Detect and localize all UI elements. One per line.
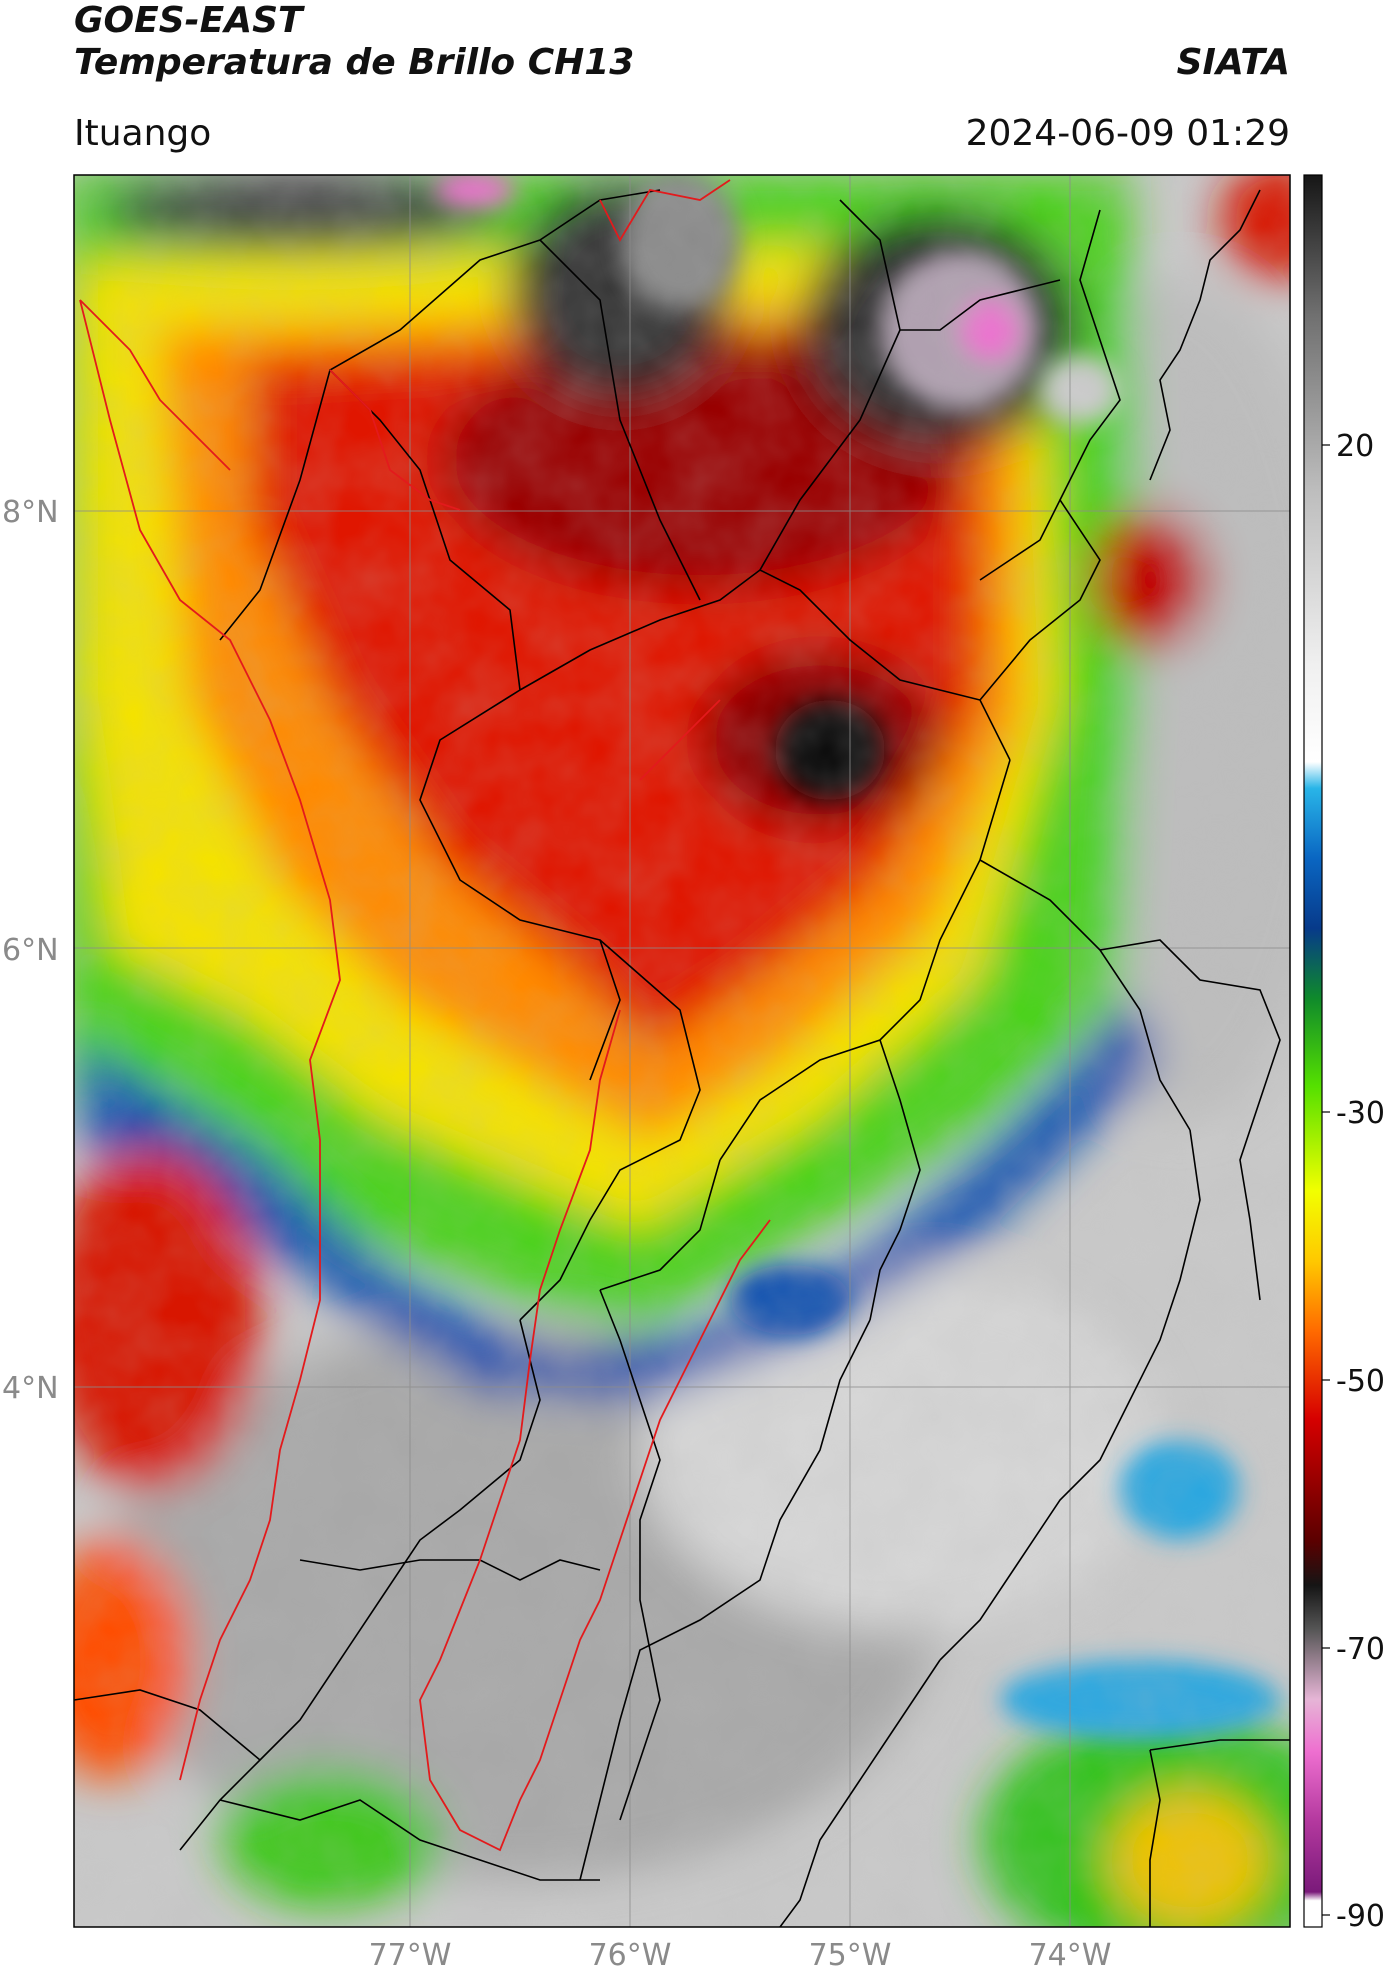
colorbar-ramp	[1303, 174, 1323, 1928]
lon-label-75w: 75°W	[809, 1938, 892, 1973]
colorbar-tick-minus90: -90	[1336, 1899, 1384, 1934]
lat-label-4n: 4°N	[2, 1371, 59, 1406]
department-boundaries	[74, 189, 1290, 1927]
brand-label: SIATA	[1176, 42, 1290, 83]
map-frame	[73, 174, 1291, 1928]
lon-label-76w: 76°W	[589, 1938, 672, 1973]
lat-label-6n: 6°N	[2, 933, 59, 968]
product-title: Temperatura de Brillo CH13	[74, 42, 635, 83]
lon-label-77w: 77°W	[369, 1938, 452, 1973]
gridlines	[74, 175, 1290, 1927]
colorbar-tick-minus30: -30	[1336, 1096, 1384, 1131]
lon-label-74w: 74°W	[1029, 1938, 1112, 1973]
region-label: Ituango	[74, 113, 212, 154]
colorbar-ticks	[1322, 444, 1330, 1916]
satellite-title: GOES-EAST	[74, 0, 303, 41]
highlighted-boundaries	[79, 179, 771, 1852]
timestamp: 2024-06-09 01:29	[965, 113, 1290, 154]
colorbar-tick-minus50: -50	[1336, 1364, 1384, 1399]
brightness-temperature-field	[74, 175, 1290, 1927]
colorbar-tick-20: 20	[1336, 429, 1374, 464]
latitude-labels: 8°N 6°N 4°N	[2, 495, 59, 1406]
lat-label-8n: 8°N	[2, 495, 59, 530]
longitude-labels: 77°W 76°W 75°W 74°W	[369, 1938, 1112, 1973]
colorbar-tick-minus70: -70	[1336, 1632, 1384, 1667]
colorbar: 20 -30 -50 -70 -90	[1303, 174, 1384, 1934]
